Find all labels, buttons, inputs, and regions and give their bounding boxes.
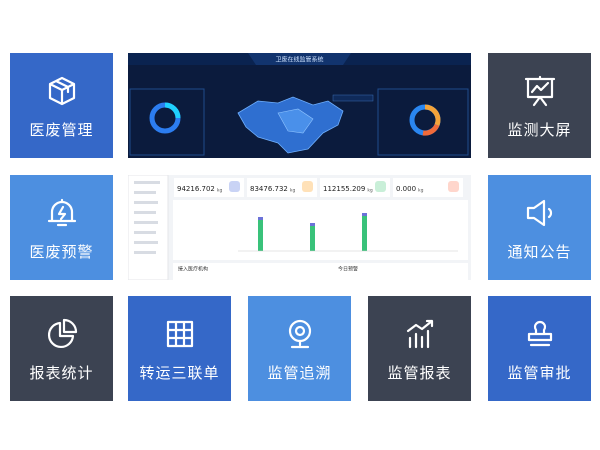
console-screenshot: 94216.702 kg 83476.732 kg 112155.209 kg 0.000 k… (128, 175, 471, 280)
icon (526, 199, 553, 227)
tile[interactable]: 监测大屏 (488, 53, 591, 158)
stat-value: 0.000 (396, 185, 416, 193)
icon (47, 198, 77, 227)
tile-label: 监管追溯 (267, 364, 332, 382)
tile[interactable]: 监管追溯 (248, 296, 351, 401)
console: 94216.702 kg 83476.732 kg 112155.209 kg 0.000 k… (128, 175, 471, 280)
stat-card (247, 178, 317, 197)
stat-icon (448, 181, 459, 192)
stat-icon (375, 181, 386, 192)
dashboard-screenshot: 卫废在线监管系统 (128, 53, 471, 158)
tile[interactable]: 医废管理 (10, 53, 113, 158)
stat-value: 112155.209 (323, 185, 365, 193)
tile-label: 监管报表 (387, 364, 452, 382)
stat-value: 83476.732 (250, 185, 288, 193)
tile[interactable]: 监管审批 (488, 296, 591, 401)
stat-card (320, 178, 390, 197)
stat-unit: kg (367, 188, 373, 194)
icon (48, 76, 76, 106)
tile-label: 医废预警 (29, 243, 94, 261)
stat-card (393, 178, 463, 197)
tile[interactable]: 转运三联单 (128, 296, 231, 401)
alerts-label: 今日预警 (338, 266, 358, 273)
icon (527, 320, 553, 347)
stat-icon (302, 181, 313, 192)
tile-label: 通知公告 (507, 243, 572, 261)
stat-unit: kg (418, 188, 424, 194)
tile-label: 医废管理 (29, 121, 94, 139)
icon (166, 320, 194, 348)
stat-icon (229, 181, 240, 192)
dashboard: 卫废在线监管系统 (128, 53, 471, 158)
tile[interactable]: 医废预警 (10, 175, 113, 280)
stat-unit: kg (217, 188, 223, 194)
tile-label: 转运三联单 (139, 364, 220, 382)
tile-label: 监管审批 (507, 364, 572, 382)
icon (524, 75, 556, 107)
dashboard-title: 卫废在线监管系统 (275, 56, 323, 64)
tile-label: 监测大屏 (507, 121, 572, 139)
tile[interactable]: 报表统计 (10, 296, 113, 401)
tile[interactable]: 通知公告 (488, 175, 591, 280)
stat-unit: kg (290, 188, 296, 194)
stat-card (174, 178, 244, 197)
icon (47, 318, 78, 349)
icon (406, 319, 434, 349)
stat-value: 94216.702 (177, 185, 215, 193)
icon (288, 319, 312, 349)
institutions-label: 接入医疗机构 (178, 266, 208, 273)
tile-label: 报表统计 (29, 364, 94, 382)
tile[interactable]: 监管报表 (368, 296, 471, 401)
